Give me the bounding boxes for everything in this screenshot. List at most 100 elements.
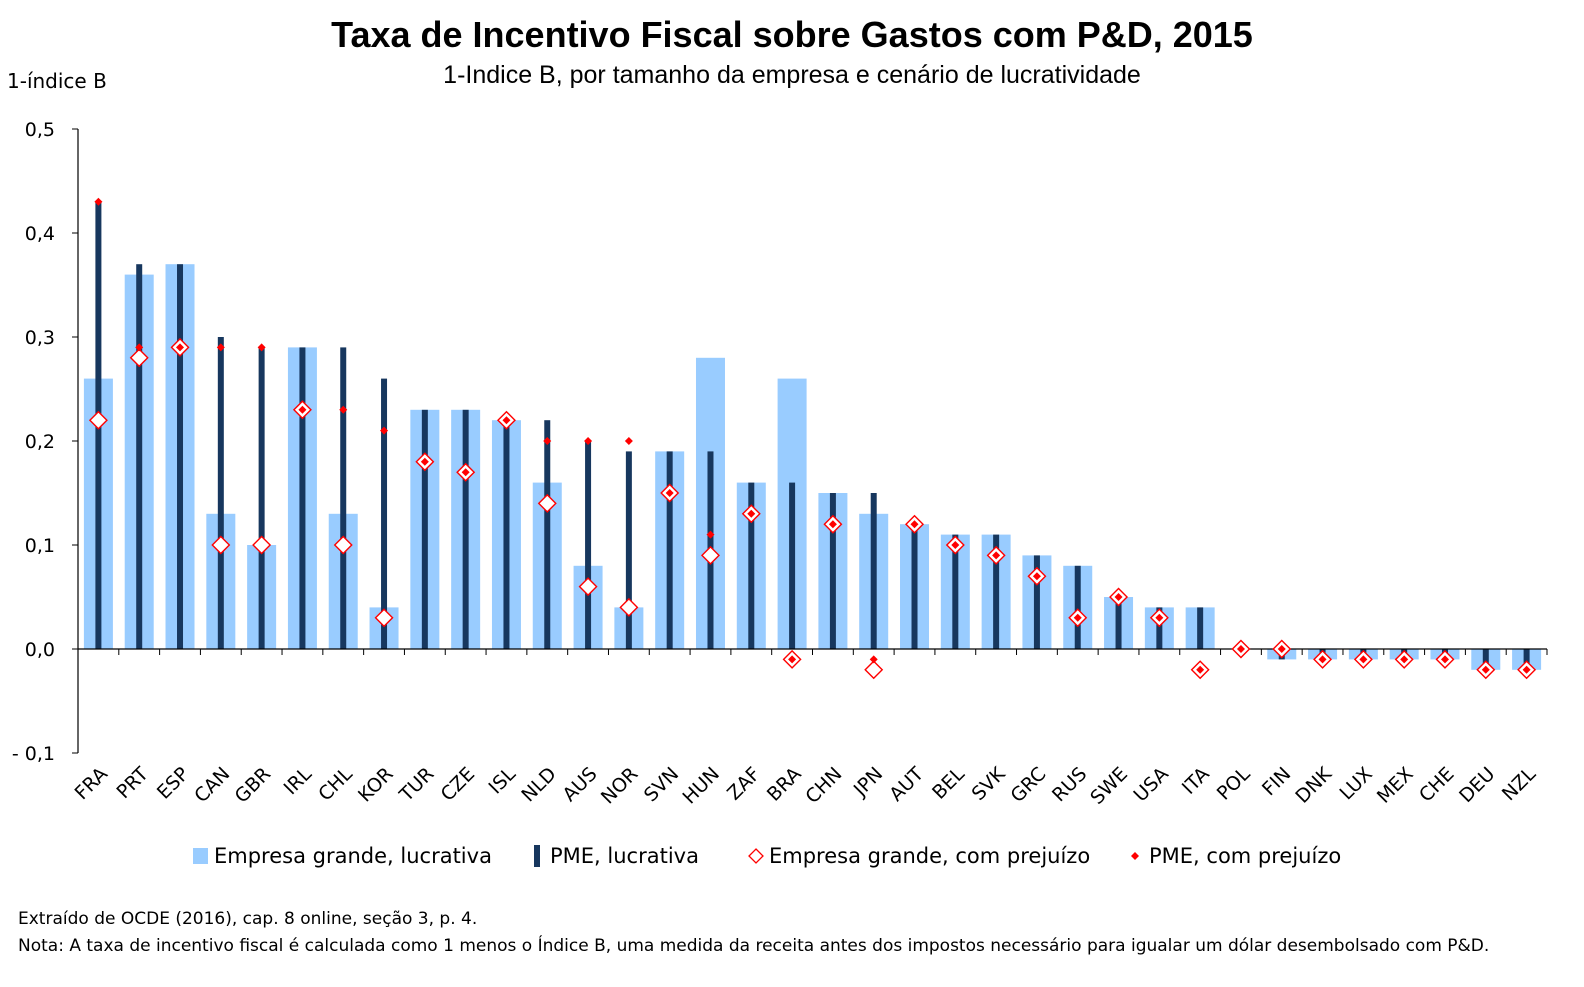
bar-sme-usa (1156, 607, 1163, 649)
legend-label-large-profit: Empresa grande, lucrativa (214, 844, 492, 868)
marker-sme-loss-aut (910, 520, 919, 529)
bar-sme-swe (1115, 597, 1122, 649)
marker-sme-loss-prt (135, 343, 144, 352)
category-label-fin: FIN (1258, 763, 1295, 800)
bar-sme-can (217, 337, 224, 649)
category-label-bel: BEL (928, 763, 969, 804)
bar-sme-aut (911, 524, 918, 649)
category-label-grc: GRC (1006, 763, 1050, 807)
legend-swatch-large-profit (193, 848, 208, 864)
category-label-che: CHE (1415, 763, 1459, 807)
category-label-aus: AUS (558, 763, 601, 806)
category-label-bra: BRA (763, 763, 806, 806)
marker-large-loss-can (211, 535, 231, 555)
marker-sme-loss-deu (1481, 665, 1490, 674)
marker-sme-loss-bra (788, 655, 797, 664)
bar-sme-esp (177, 264, 184, 649)
bar-sme-rus (1074, 565, 1081, 649)
marker-sme-loss-svn (665, 489, 674, 497)
category-label-kor: KOR (354, 763, 398, 807)
marker-sme-loss-tur (420, 457, 429, 466)
category-label-irl: IRL (280, 763, 317, 800)
category-label-rus: RUS (1048, 763, 1091, 806)
legend-swatch-large-loss (748, 848, 764, 864)
legend-label-sme-loss: PME, com prejuízo (1149, 844, 1341, 868)
category-label-esp: ESP (153, 763, 194, 804)
category-label-pol: POL (1213, 763, 1255, 805)
y-tick-label: 0,5 (25, 119, 55, 141)
marker-sme-loss-esp (176, 343, 185, 352)
marker-sme-loss-che (1440, 655, 1449, 664)
marker-sme-loss-bel (951, 541, 960, 549)
bar-sme-prt (136, 264, 143, 649)
marker-sme-loss-kor (380, 426, 389, 435)
marker-sme-loss-mex (1400, 655, 1409, 664)
y-tick-label: 0,0 (25, 639, 55, 661)
bar-sme-cze (462, 409, 469, 649)
marker-sme-loss-nld (543, 437, 552, 445)
marker-sme-loss-rus (1073, 613, 1082, 622)
marker-sme-loss-grc (1032, 572, 1041, 581)
bar-sme-gbr (258, 347, 265, 649)
marker-large-loss-prt (129, 348, 149, 368)
category-label-mex: MEX (1373, 763, 1418, 808)
marker-sme-loss-chn (828, 520, 837, 529)
y-tick-label: - 0,1 (12, 743, 55, 765)
marker-sme-loss-chl (339, 405, 348, 414)
bar-sme-nor (625, 451, 632, 649)
series-sme-loss (94, 197, 1531, 674)
bar-sme-kor (381, 378, 388, 649)
bar-sme-deu (1482, 649, 1489, 670)
category-label-nzl: NZL (1498, 763, 1541, 806)
category-label-fra: FRA (71, 763, 112, 804)
marker-sme-loss-dnk (1318, 655, 1327, 664)
marker-large-loss-nld (537, 493, 557, 513)
y-tick-label: 0,3 (25, 327, 55, 349)
bar-sme-irl (299, 347, 306, 649)
marker-large-loss-aus (578, 577, 598, 597)
marker-sme-loss-hun (706, 530, 715, 539)
marker-sme-loss-pol (1236, 645, 1245, 653)
category-label-deu: DEU (1455, 763, 1499, 807)
notes: Extraído de OCDE (2016), cap. 8 online, … (18, 906, 1489, 960)
marker-sme-loss-aus (584, 437, 593, 445)
category-label-dnk: DNK (1291, 763, 1336, 808)
category-label-aut: AUT (885, 763, 928, 806)
category-label-swe: SWE (1086, 763, 1132, 809)
chart-title: Taxa de Incentivo Fiscal sobre Gastos co… (331, 14, 1253, 55)
bar-sme-zaf (748, 482, 755, 649)
bar-sme-svn (666, 451, 673, 649)
category-label-chn: CHN (801, 763, 846, 808)
source-note: Extraído de OCDE (2016), cap. 8 online, … (18, 909, 478, 929)
marker-sme-loss-cze (461, 468, 470, 477)
legend-swatch-sme-loss (1131, 852, 1139, 860)
marker-sme-loss-svk (992, 551, 1001, 560)
bar-sme-nzl (1523, 649, 1530, 670)
marker-sme-loss-nor (624, 437, 633, 445)
bar-sme-tur (421, 409, 428, 649)
category-label-tur: TUR (395, 763, 439, 807)
marker-sme-loss-zaf (747, 509, 756, 518)
category-label-gbr: GBR (231, 763, 276, 808)
legend: Empresa grande, lucrativa PME, lucrativa E… (193, 844, 1341, 868)
category-label-chl: CHL (314, 763, 357, 806)
y-tick-label: 0,4 (25, 223, 55, 245)
marker-sme-loss-can (216, 343, 225, 352)
category-label-nld: NLD (517, 763, 560, 806)
marker-sme-loss-isl (502, 416, 511, 425)
bar-sme-chn (829, 493, 836, 649)
y-axis-label: 1-índice B (7, 69, 107, 93)
legend-label-sme-profit: PME, lucrativa (550, 844, 699, 868)
marker-sme-loss-ita (1196, 665, 1205, 674)
marker-sme-loss-jpn (869, 655, 878, 664)
category-label-isl: ISL (484, 763, 520, 799)
category-label-usa: USA (1130, 763, 1173, 806)
bar-sme-bra (789, 482, 796, 649)
bar-sme-aus (585, 441, 592, 649)
marker-sme-loss-gbr (257, 343, 266, 352)
marker-large-loss-jpn (864, 660, 884, 680)
category-label-svk: SVK (968, 763, 1010, 805)
marker-sme-loss-lux (1359, 655, 1368, 664)
